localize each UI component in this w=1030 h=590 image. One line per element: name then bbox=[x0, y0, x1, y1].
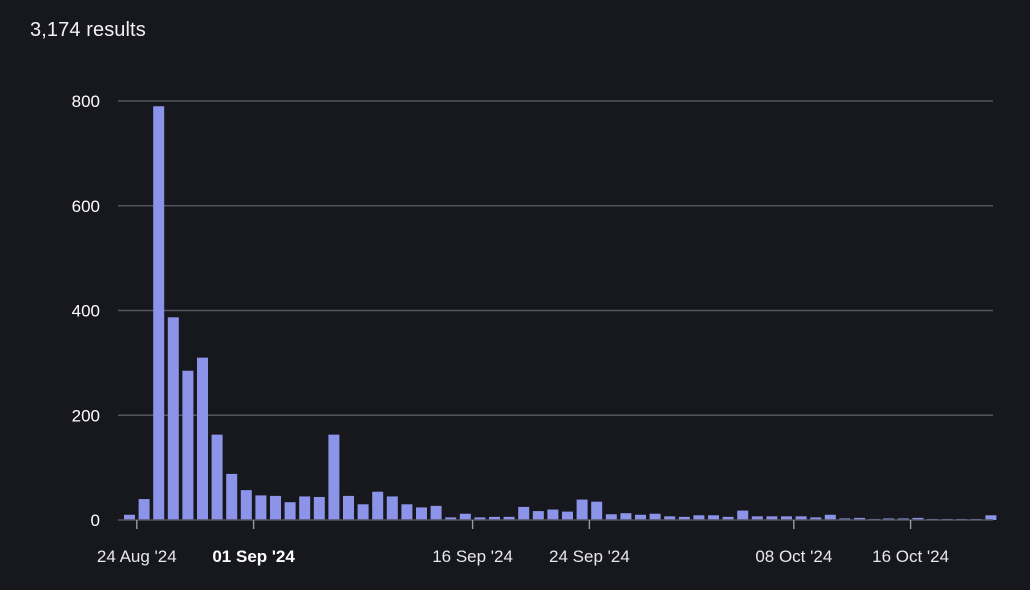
x-axis bbox=[118, 519, 993, 529]
bar[interactable] bbox=[562, 511, 573, 520]
bar[interactable] bbox=[255, 495, 267, 520]
y-tick-label: 600 bbox=[72, 197, 100, 216]
bar[interactable] bbox=[445, 517, 457, 520]
bar[interactable] bbox=[781, 516, 792, 520]
bar[interactable] bbox=[897, 518, 909, 520]
bar[interactable] bbox=[693, 515, 705, 520]
bar[interactable] bbox=[722, 516, 734, 520]
x-tick-label: 24 Sep '24 bbox=[549, 547, 630, 566]
bar[interactable] bbox=[664, 516, 676, 520]
bar[interactable] bbox=[635, 514, 646, 520]
bar[interactable] bbox=[883, 518, 895, 520]
bar[interactable] bbox=[518, 506, 530, 520]
x-axis-labels: 24 Aug '24 01 Sep '24 16 Sep '24 24 Sep '24… bbox=[97, 547, 949, 566]
bar[interactable] bbox=[299, 496, 311, 520]
bar[interactable] bbox=[357, 504, 369, 520]
bars bbox=[124, 106, 997, 521]
y-axis: 0 200 400 600 800 bbox=[72, 92, 100, 530]
bar[interactable] bbox=[211, 434, 223, 520]
bar[interactable] bbox=[912, 517, 924, 520]
bar[interactable] bbox=[649, 513, 661, 520]
bar[interactable] bbox=[532, 511, 544, 520]
bar[interactable] bbox=[153, 106, 165, 521]
bar[interactable] bbox=[270, 495, 281, 520]
x-tick-label: 24 Aug '24 bbox=[97, 547, 177, 566]
bar[interactable] bbox=[605, 514, 617, 520]
bar[interactable] bbox=[226, 473, 238, 520]
bar[interactable] bbox=[854, 517, 865, 520]
bar[interactable] bbox=[810, 517, 822, 520]
bar[interactable] bbox=[284, 502, 296, 520]
y-tick-label: 200 bbox=[72, 406, 100, 425]
bar[interactable] bbox=[737, 510, 749, 520]
bar[interactable] bbox=[839, 518, 851, 520]
results-count: 3,174 results bbox=[30, 19, 146, 41]
bar[interactable] bbox=[313, 496, 325, 520]
x-tick-label: 08 Oct '24 bbox=[755, 547, 832, 566]
bar[interactable] bbox=[386, 496, 398, 520]
y-tick-label: 400 bbox=[72, 302, 100, 321]
bar[interactable] bbox=[489, 516, 500, 520]
bar[interactable] bbox=[138, 499, 150, 520]
bar[interactable] bbox=[503, 516, 515, 520]
bar[interactable] bbox=[372, 491, 384, 520]
bar[interactable] bbox=[401, 504, 413, 520]
bar[interactable] bbox=[182, 370, 194, 520]
bar[interactable] bbox=[167, 317, 179, 520]
bar[interactable] bbox=[459, 513, 471, 520]
bar[interactable] bbox=[824, 514, 836, 520]
gridlines bbox=[118, 100, 993, 416]
y-tick-label: 800 bbox=[72, 92, 100, 111]
bar[interactable] bbox=[751, 516, 763, 520]
x-tick-label: 01 Sep '24 bbox=[212, 547, 295, 566]
bar[interactable] bbox=[708, 515, 719, 520]
bar[interactable] bbox=[766, 516, 778, 520]
bar[interactable] bbox=[474, 517, 486, 520]
bar[interactable] bbox=[795, 516, 807, 520]
bar[interactable] bbox=[343, 495, 354, 520]
x-tick-label: 16 Sep '24 bbox=[432, 547, 513, 566]
bar[interactable] bbox=[416, 507, 427, 520]
bar[interactable] bbox=[678, 516, 690, 520]
bar[interactable] bbox=[240, 490, 252, 520]
bar[interactable] bbox=[591, 501, 603, 520]
y-tick-label: 0 bbox=[91, 511, 100, 530]
bar[interactable] bbox=[124, 514, 135, 520]
bar[interactable] bbox=[576, 499, 588, 520]
bar[interactable] bbox=[430, 505, 442, 520]
bar[interactable] bbox=[328, 434, 340, 520]
bar[interactable] bbox=[620, 513, 632, 520]
bar[interactable] bbox=[985, 515, 997, 520]
bar[interactable] bbox=[197, 357, 208, 520]
x-tick-label: 16 Oct '24 bbox=[872, 547, 949, 566]
bar[interactable] bbox=[547, 509, 559, 520]
